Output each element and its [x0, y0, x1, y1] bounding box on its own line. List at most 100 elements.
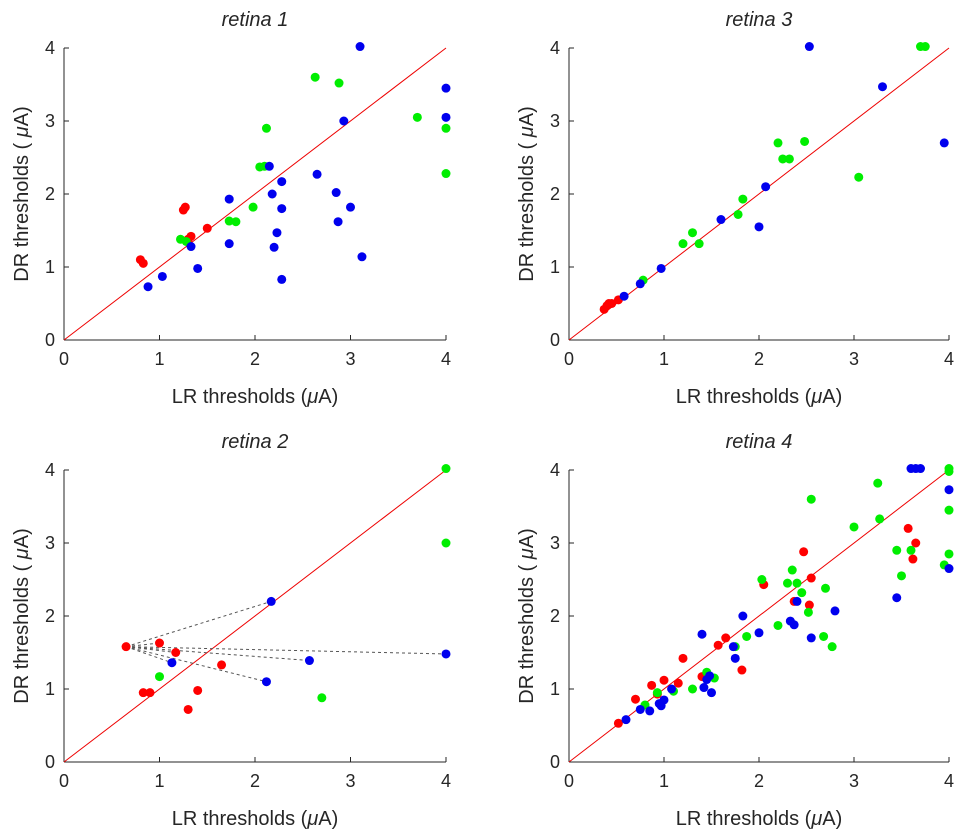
blue-data-point [738, 611, 748, 621]
red-data-point [171, 648, 181, 657]
blue-data-point [645, 706, 655, 716]
blue-data-point [441, 649, 451, 659]
blue-data-point [266, 596, 276, 606]
green-data-point [944, 505, 954, 515]
blue-data-point [830, 606, 840, 616]
red-data-point [145, 688, 155, 698]
green-data-point [773, 138, 783, 148]
green-data-point [334, 78, 344, 88]
y-axis-label: DR thresholds ( μA) [11, 106, 33, 281]
green-data-point [678, 239, 688, 249]
blue-data-point [754, 222, 764, 232]
green-data-point [441, 169, 451, 179]
green-data-point [920, 42, 930, 52]
red-data-point [737, 665, 747, 675]
red-data-point [804, 600, 814, 610]
red-data-point [721, 633, 731, 643]
y-tick-label: 1 [550, 257, 560, 277]
y-tick-label: 1 [45, 679, 55, 699]
green-data-point [792, 578, 802, 588]
blue-data-point [707, 688, 716, 698]
green-data-point [819, 631, 829, 641]
green-data-point [738, 194, 748, 204]
y-tick-label: 0 [550, 330, 560, 350]
green-data-point [441, 538, 451, 548]
y-tick-label: 3 [45, 111, 55, 131]
x-axis-label: LR thresholds (μA) [676, 808, 843, 830]
green-data-point [875, 514, 885, 524]
blue-data-point [264, 161, 274, 171]
blue-data-point [312, 169, 322, 179]
green-data-point [797, 588, 807, 598]
red-data-point [799, 547, 809, 557]
green-data-point [892, 545, 902, 555]
green-data-point [757, 575, 767, 584]
connector-line [125, 646, 173, 664]
green-data-point [261, 123, 271, 133]
red-data-point [138, 258, 148, 268]
red-data-point [180, 202, 190, 212]
blue-data-point [333, 217, 343, 227]
red-data-point [202, 223, 212, 233]
y-tick-label: 3 [550, 111, 560, 131]
x-tick-label: 1 [154, 771, 164, 791]
green-data-point [441, 123, 451, 133]
blue-data-point [143, 282, 153, 292]
y-tick-label: 2 [550, 184, 560, 204]
blue-data-point [804, 42, 814, 52]
x-tick-label: 0 [564, 771, 574, 791]
green-data-point [412, 112, 422, 122]
blue-data-point [331, 188, 341, 198]
x-axis-label: LR thresholds (μA) [172, 808, 339, 830]
blue-data-point [944, 485, 954, 495]
blue-data-point [261, 677, 271, 687]
scatter-panel-1: retina 1 0 1 2 3 4 0 1 2 3 4 LR thresholds (μA) DR t… [11, 9, 451, 408]
red-data-point [911, 538, 921, 548]
x-tick-label: 2 [250, 771, 260, 791]
blue-data-point [878, 82, 887, 92]
red-data-point [908, 554, 918, 564]
blue-data-point [267, 189, 277, 199]
green-data-point [694, 239, 704, 249]
scatter-panel-2: retina 3 0 1 2 3 4 0 1 2 3 4 LR thresholds (μA) DR t… [516, 9, 954, 408]
green-data-point [688, 228, 697, 238]
y-tick-label: 2 [550, 606, 560, 626]
x-tick-label: 4 [441, 771, 451, 791]
x-tick-label: 1 [154, 349, 164, 369]
y-tick-label: 4 [45, 38, 55, 58]
x-axis-label: LR thresholds (μA) [676, 386, 843, 408]
x-tick-label: 2 [250, 349, 260, 369]
blue-data-point [699, 683, 709, 693]
blue-data-point [346, 202, 355, 212]
identity-line [568, 47, 950, 341]
green-data-point [155, 672, 164, 682]
red-data-point [673, 678, 683, 688]
green-data-point [784, 154, 794, 164]
x-tick-label: 1 [659, 771, 669, 791]
blue-data-point [304, 656, 314, 666]
red-data-point [659, 675, 669, 685]
blue-data-point [659, 695, 669, 705]
y-tick-label: 2 [45, 606, 55, 626]
red-data-point [155, 638, 164, 648]
red-data-point [903, 523, 913, 533]
red-data-point [631, 694, 640, 704]
green-data-point [803, 607, 813, 617]
green-data-point [849, 522, 859, 532]
blue-data-point [697, 629, 707, 639]
green-data-point [800, 136, 810, 146]
y-tick-label: 3 [550, 533, 560, 553]
blue-data-point [441, 83, 451, 93]
x-tick-label: 0 [59, 349, 69, 369]
x-tick-label: 0 [564, 349, 574, 369]
blue-data-point [619, 291, 629, 301]
blue-data-point [754, 628, 764, 638]
x-tick-label: 3 [345, 349, 355, 369]
blue-data-point [357, 252, 367, 262]
y-tick-label: 0 [45, 330, 55, 350]
blue-data-point [277, 274, 287, 284]
blue-data-point [728, 642, 738, 652]
green-data-point [317, 693, 327, 703]
y-axis-label: DR thresholds ( μA) [516, 106, 538, 281]
red-data-point [121, 642, 131, 652]
